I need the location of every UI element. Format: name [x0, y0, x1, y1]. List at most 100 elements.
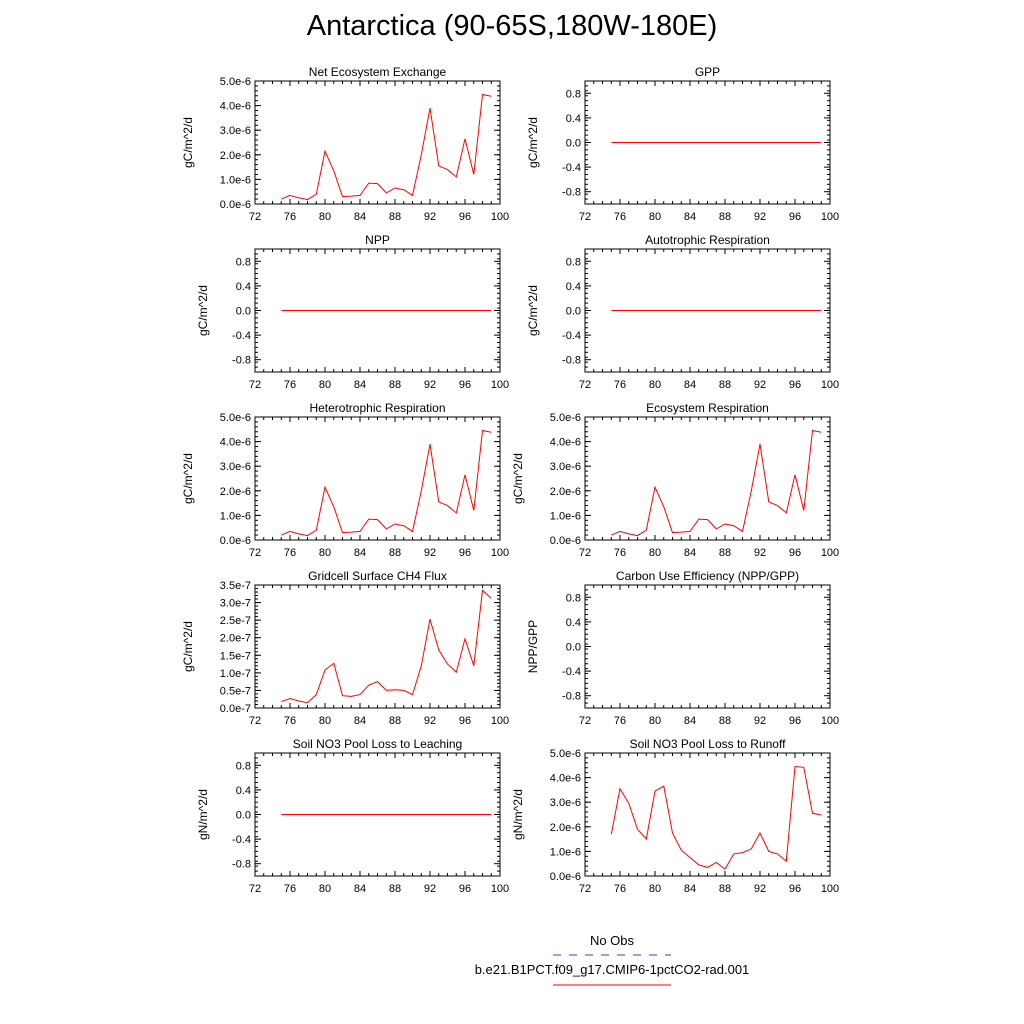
panel-5-ylabel: gC/m^2/d [181, 453, 195, 504]
panel-8-frame [584, 584, 831, 709]
panel-2-ylabel: gC/m^2/d [526, 117, 540, 168]
panel-2-ytick-label: -0.4 [562, 162, 581, 174]
panel-2-xtick-label: 84 [684, 211, 696, 223]
panel-8-xtick-label: 92 [754, 715, 766, 727]
panel-4-ytick-label: 0.0 [566, 306, 581, 318]
panel-7-ylabel: gC/m^2/d [181, 621, 195, 672]
panel-2-xtick-label: 96 [789, 211, 801, 223]
panel-4-ytick-label: -0.4 [562, 330, 581, 342]
panel-3-title: NPP [365, 233, 390, 247]
panel-4-xtick-label: 76 [614, 379, 626, 391]
panel-3-xtick-label: 92 [424, 379, 436, 391]
panel-9-ytick-label: -0.4 [232, 834, 251, 846]
panel-6-xtick-label: 92 [754, 547, 766, 559]
panel-6-ylabel: gC/m^2/d [511, 453, 525, 504]
panel-6-frame [584, 416, 831, 541]
panel-7-title: Gridcell Surface CH4 Flux [308, 569, 447, 583]
panel-9-xtick-label: 72 [249, 883, 261, 895]
panel-7-xtick-label: 80 [319, 715, 331, 727]
panel-7-xtick-label: 84 [354, 715, 366, 727]
panel-8-ytick-label: -0.4 [562, 666, 581, 678]
panel-10-ytick-label: 4.0e-6 [550, 773, 581, 785]
panel-8-ytick-label: 0.8 [566, 592, 581, 604]
panel-3-xtick-label: 72 [249, 379, 261, 391]
panel-3-ylabel: gC/m^2/d [196, 285, 210, 336]
panel-9-xtick-label: 100 [491, 883, 509, 895]
main-title: Antarctica (90-65S,180W-180E) [306, 10, 718, 42]
panel-10-xtick-label: 88 [719, 883, 731, 895]
panel-4-xtick-label: 84 [684, 379, 696, 391]
panel-6-ytick-label: 4.0e-6 [550, 437, 581, 449]
panel-1-title: Net Ecosystem Exchange [309, 65, 447, 79]
panel-7-ytick-label: 1.5e-7 [220, 650, 251, 662]
panel-6-xtick-label: 72 [579, 547, 591, 559]
panel-4-ylabel: gC/m^2/d [526, 285, 540, 336]
panel-5-xtick-label: 100 [491, 547, 509, 559]
panel-1-ytick-label: 5.0e-6 [220, 76, 251, 88]
panel-4-ytick-label: 0.4 [566, 281, 581, 293]
panel-6-ytick-label: 2.0e-6 [550, 486, 581, 498]
panel-6-ytick-label: 1.0e-6 [550, 510, 581, 522]
panel-2-xtick-label: 72 [579, 211, 591, 223]
panel-3-ytick-label: -0.8 [232, 355, 251, 367]
panel-1-ytick-label: 4.0e-6 [220, 101, 251, 113]
panel-2-ytick-label: 0.4 [566, 113, 581, 125]
panel-9-xtick-label: 76 [284, 883, 296, 895]
panel-7-series-line [281, 589, 492, 704]
panel-5-frame [254, 416, 501, 541]
panel-6-xtick-label: 76 [614, 547, 626, 559]
panel-5-xtick-label: 80 [319, 547, 331, 559]
panel-10-ytick-label: 2.0e-6 [550, 822, 581, 834]
panel-1-ytick-label: 0.0e-6 [220, 199, 251, 211]
panel-9-ytick-label: 0.8 [236, 760, 251, 772]
panel-9-xtick-label: 84 [354, 883, 366, 895]
panel-5-ytick-label: 2.0e-6 [220, 486, 251, 498]
panel-7-xtick-label: 92 [424, 715, 436, 727]
panel-6-xtick-label: 100 [821, 547, 839, 559]
panel-10-xtick-label: 84 [684, 883, 696, 895]
panel-9-ytick-label: 0.0 [236, 810, 251, 822]
panel-1-xtick-label: 96 [459, 211, 471, 223]
panel-5-ytick-label: 1.0e-6 [220, 510, 251, 522]
panel-2-xtick-label: 80 [649, 211, 661, 223]
panel-3-xtick-label: 80 [319, 379, 331, 391]
panel-9-xtick-label: 80 [319, 883, 331, 895]
panel-1-ytick-label: 1.0e-6 [220, 174, 251, 186]
panel-3-ytick-label: 0.0 [236, 306, 251, 318]
panel-8-ytick-label: -0.8 [562, 691, 581, 703]
panel-10-xtick-label: 80 [649, 883, 661, 895]
panel-7-ytick-label: 1.0e-7 [220, 668, 251, 680]
panel-4-xtick-label: 96 [789, 379, 801, 391]
panel-2-xtick-label: 88 [719, 211, 731, 223]
panel-1-ytick-label: 2.0e-6 [220, 150, 251, 162]
panel-1-xtick-label: 92 [424, 211, 436, 223]
panel-2-xtick-label: 92 [754, 211, 766, 223]
panel-6-xtick-label: 84 [684, 547, 696, 559]
panel-4-ytick-label: 0.8 [566, 256, 581, 268]
panel-2-xtick-label: 76 [614, 211, 626, 223]
panel-9-ylabel: gN/m^2/d [196, 789, 210, 840]
panel-5-ytick-label: 5.0e-6 [220, 412, 251, 424]
panel-9-ytick-label: -0.8 [232, 859, 251, 871]
panel-4-title: Autotrophic Respiration [645, 233, 770, 247]
panel-8-ytick-label: 0.4 [566, 617, 581, 629]
panel-8-ytick-label: 0.0 [566, 642, 581, 654]
panel-5-ytick-label: 4.0e-6 [220, 437, 251, 449]
panel-2-title: GPP [695, 65, 720, 79]
panel-8-xtick-label: 88 [719, 715, 731, 727]
panel-7-ytick-label: 2.0e-7 [220, 633, 251, 645]
panel-10-xtick-label: 96 [789, 883, 801, 895]
panel-10-ytick-label: 1.0e-6 [550, 846, 581, 858]
panel-5-ytick-label: 3.0e-6 [220, 461, 251, 473]
panel-8-ylabel: NPP/GPP [526, 620, 540, 673]
panel-7-ytick-label: 0.5e-7 [220, 685, 251, 697]
panel-7-xtick-label: 100 [491, 715, 509, 727]
panel-10-ytick-label: 3.0e-6 [550, 797, 581, 809]
panel-5-xtick-label: 76 [284, 547, 296, 559]
panel-1-xtick-label: 84 [354, 211, 366, 223]
panel-9-xtick-label: 88 [389, 883, 401, 895]
panel-2-ytick-label: 0.0 [566, 138, 581, 150]
panel-4-ytick-label: -0.8 [562, 355, 581, 367]
panel-3-xtick-label: 100 [491, 379, 509, 391]
